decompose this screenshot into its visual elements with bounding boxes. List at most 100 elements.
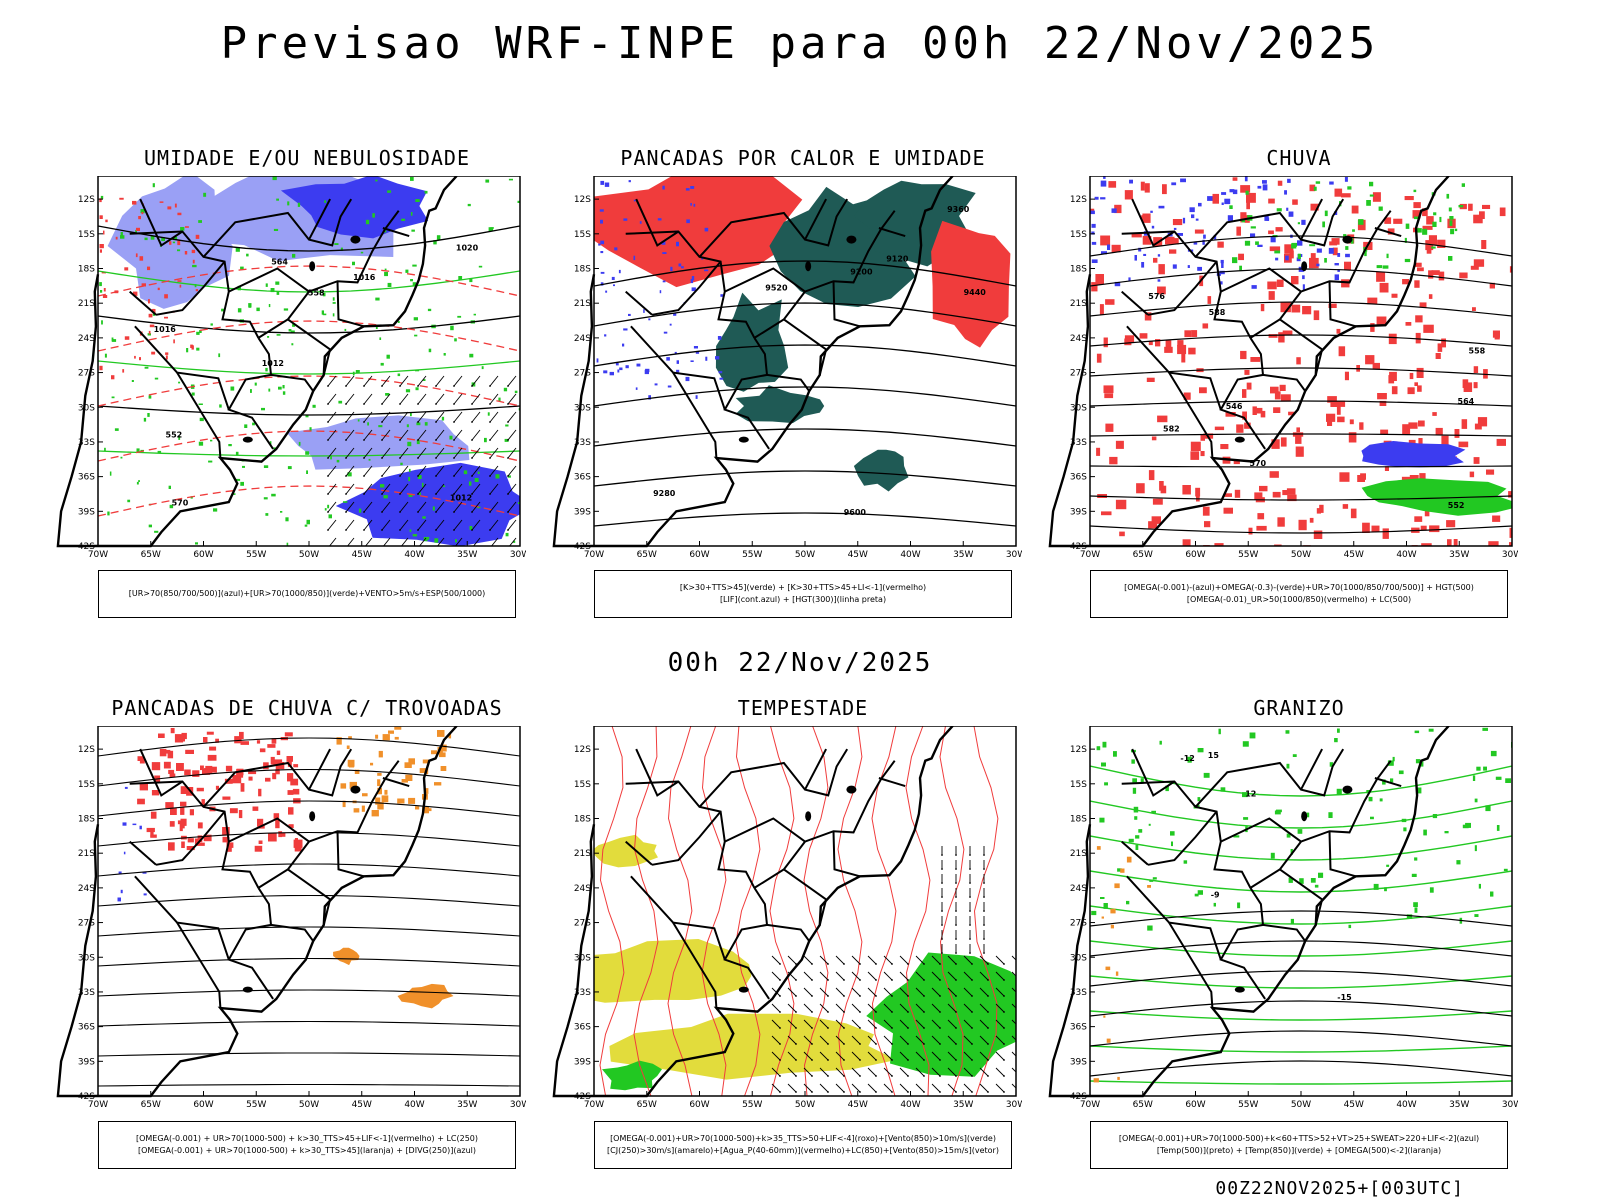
humidity-speckle-green	[195, 542, 198, 545]
wind-vector-head	[941, 938, 943, 940]
wind-vector-head	[453, 403, 455, 405]
wind-vector	[507, 483, 517, 495]
wind-vector-head	[843, 1059, 845, 1061]
rain-area-blue	[1220, 281, 1223, 285]
humidity-speckle-red	[99, 249, 102, 253]
humidity-speckle-red	[99, 215, 103, 219]
wind-vector-head	[417, 421, 419, 423]
wind-vector-head	[417, 511, 419, 513]
rain-area-red	[1244, 369, 1250, 375]
wind-vector	[399, 483, 409, 495]
rain-area-red	[1124, 190, 1133, 200]
rain-area-red	[1302, 306, 1312, 315]
rain-area-red	[1357, 475, 1365, 482]
lat-tick-label: 27S	[574, 919, 591, 929]
wind-vector-head	[471, 529, 473, 531]
humidity-speckle-green	[178, 436, 181, 440]
wind-vector-head	[779, 979, 781, 981]
wind-vector	[363, 483, 373, 495]
rain-area-red	[1408, 422, 1418, 429]
humidity-speckle-green	[344, 328, 347, 331]
wind-vector-head	[971, 1027, 973, 1029]
border-line	[1219, 887, 1266, 1000]
lon-tick-label: 30W	[1502, 1100, 1518, 1110]
wind-vector-head	[1019, 1091, 1021, 1093]
wind-vector	[899, 1083, 909, 1093]
wind-vector	[819, 1019, 829, 1029]
rain-area-red	[1141, 215, 1150, 220]
wind-vector	[883, 1067, 893, 1077]
coastline	[56, 176, 458, 548]
wind-vector-head	[907, 1027, 909, 1029]
humidity-speckle-green	[173, 236, 178, 241]
wind-vector	[835, 987, 845, 997]
humidity-speckle-green	[218, 353, 221, 358]
wind-vector-head	[795, 979, 797, 981]
wind-vector	[771, 955, 781, 965]
rain-area-red	[1447, 539, 1452, 546]
rain-area-red	[1309, 257, 1319, 269]
rain-area-red	[1268, 198, 1275, 204]
rain-area-red	[1435, 427, 1443, 435]
humidity-speckle-green	[109, 471, 112, 476]
wind-vector	[437, 537, 445, 546]
temp850-contour-fragment	[1398, 770, 1404, 775]
humidity-speckle-green	[305, 451, 310, 455]
wind-vector-head	[969, 868, 971, 870]
lon-tick-label: 45W	[848, 1100, 868, 1110]
humidity-speckle-green	[252, 422, 255, 426]
thunderstorm-area-orange	[346, 745, 350, 749]
wind-vector	[771, 1051, 781, 1061]
legend-line: [Temp(500)](preto) + [Temp(850)](verde) …	[1156, 1146, 1442, 1155]
rain-band-green	[1361, 478, 1512, 516]
humidity-speckle-red	[173, 339, 175, 344]
humidity-speckle-green	[405, 269, 409, 273]
lat-tick-label: 42S	[574, 542, 591, 552]
rain-area-red	[1162, 184, 1167, 195]
humidity-speckle-green	[276, 198, 279, 201]
rain-area-red	[1202, 323, 1209, 329]
rain-area-blue	[1316, 263, 1320, 267]
humidity-speckle-green	[412, 282, 417, 286]
lon-tick-label: 65W	[637, 550, 657, 560]
rain-area-blue	[1221, 262, 1224, 268]
border-line	[129, 230, 260, 339]
contour-label: 582	[1163, 425, 1180, 434]
lat-tick-label: 36S	[78, 1023, 95, 1033]
humidity-speckle-red	[164, 294, 168, 299]
lifted-index-contour	[600, 240, 605, 245]
wind-vector-head	[507, 529, 509, 531]
lifted-index-contour	[669, 323, 672, 326]
rain-area-red	[1177, 344, 1187, 355]
humidity-speckle-red	[184, 251, 188, 255]
rain-area-red	[1426, 216, 1434, 225]
contour-label: 9120	[886, 255, 909, 264]
thunderstorm-area-orange	[370, 762, 374, 766]
height-contour	[1090, 495, 1512, 501]
wind-vector-head	[327, 457, 329, 459]
wind-vector-head	[453, 475, 455, 477]
wind-vector-head	[955, 868, 957, 870]
rain-area-red	[1391, 293, 1398, 298]
thunderstorm-area-orange	[397, 798, 405, 804]
temp850-contour-fragment	[1370, 816, 1374, 820]
wind-vector-head	[453, 547, 455, 549]
wind-vector-head	[435, 421, 437, 423]
wind-vector-head	[891, 1011, 893, 1013]
lat-tick-label: 39S	[574, 1057, 591, 1067]
wind-vector	[995, 1067, 1005, 1077]
humidity-speckle-green	[380, 484, 385, 488]
rain-area-red	[1414, 280, 1420, 288]
lifted-index-contour	[628, 180, 631, 183]
lon-tick-label: 70W	[1080, 1100, 1100, 1110]
humidity-speckle-green	[434, 538, 439, 543]
rain-area-red	[1144, 312, 1152, 321]
humidity-speckle-green	[508, 178, 513, 181]
lat-tick-label: 24S	[574, 334, 591, 344]
rain-area-red	[1224, 493, 1232, 497]
lake	[350, 235, 361, 244]
humidity-speckle-green	[410, 279, 413, 282]
wind-vector	[507, 519, 517, 531]
isobar-contour	[98, 405, 520, 416]
rain-area-red	[1124, 335, 1135, 343]
